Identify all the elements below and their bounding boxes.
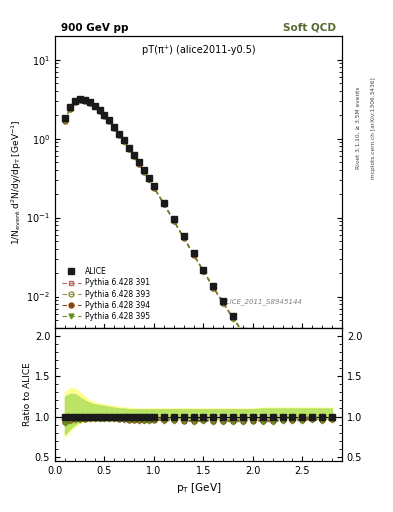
Text: pT(π⁺) (alice2011-y0.5): pT(π⁺) (alice2011-y0.5) — [141, 45, 255, 55]
Y-axis label: Ratio to ALICE: Ratio to ALICE — [23, 362, 32, 426]
X-axis label: p$_\mathrm{T}$ [GeV]: p$_\mathrm{T}$ [GeV] — [176, 481, 221, 495]
Legend: ALICE, Pythia 6.428 391, Pythia 6.428 393, Pythia 6.428 394, Pythia 6.428 395: ALICE, Pythia 6.428 391, Pythia 6.428 39… — [59, 264, 153, 324]
Text: Soft QCD: Soft QCD — [283, 23, 336, 33]
Text: Rivet 3.1.10, ≥ 3.5M events: Rivet 3.1.10, ≥ 3.5M events — [356, 87, 361, 169]
Text: mcplots.cern.ch [arXiv:1306.3436]: mcplots.cern.ch [arXiv:1306.3436] — [371, 77, 376, 179]
Text: ALICE_2011_S8945144: ALICE_2011_S8945144 — [221, 298, 302, 305]
Text: 900 GeV pp: 900 GeV pp — [61, 23, 128, 33]
Y-axis label: 1/N$_\mathrm{event}$ d$^2$N/dy/dp$_\mathrm{T}$ [GeV$^{-1}$]: 1/N$_\mathrm{event}$ d$^2$N/dy/dp$_\math… — [9, 119, 24, 245]
